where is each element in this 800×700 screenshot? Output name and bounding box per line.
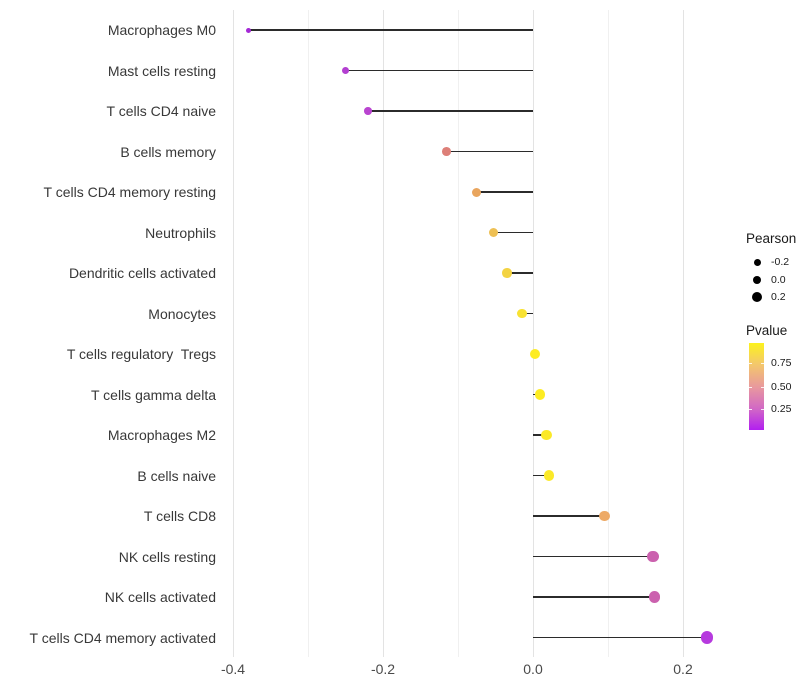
colorbar-tick-mark [761, 386, 764, 388]
size-legend-label: -0.2 [771, 256, 790, 268]
lollipop-dot [534, 389, 545, 400]
legend-title-pearson: Pearson [746, 231, 797, 246]
lollipop-stem [521, 312, 533, 315]
y-axis-label: NK cells resting [118, 548, 216, 565]
pvalue-colorbar [749, 343, 764, 430]
y-axis-label: Neutrophils [145, 224, 216, 241]
y-axis-label: NK cells activated [104, 589, 216, 605]
colorbar-tick-mark [749, 363, 752, 364]
lollipop-dot [541, 429, 552, 441]
y-axis-label: Dendritic cells activated [68, 265, 216, 281]
gridline-major [233, 10, 234, 657]
lollipop-dot [543, 470, 554, 481]
lollipop-stem [533, 555, 653, 558]
gridline-major [533, 10, 534, 657]
lollipop-stem [368, 110, 533, 112]
colorbar-tick-label: 0.25 [771, 403, 792, 416]
size-legend-dot [753, 258, 761, 266]
gridline-minor [608, 10, 609, 657]
colorbar-tick-mark [749, 386, 752, 388]
y-axis-label: Monocytes [148, 305, 216, 322]
lollipop-dot [471, 187, 481, 197]
lollipop-dot [341, 66, 350, 75]
y-axis-label: T cells regulatory Tregs [66, 346, 216, 362]
lollipop-stem [533, 596, 655, 598]
lollipop-dot [364, 107, 372, 115]
size-legend-label: 0.0 [771, 274, 786, 286]
lollipop-stem [533, 434, 547, 436]
lollipop-dot [516, 308, 527, 319]
lollipop-stem [248, 29, 533, 31]
colorbar-tick-label: 0.75 [771, 357, 792, 369]
lollipop-stem [476, 191, 533, 193]
legend-title-pvalue: Pvalue [746, 323, 788, 338]
y-axis-label: Macrophages M0 [107, 22, 216, 38]
x-axis-tick-label: -0.2 [370, 661, 396, 677]
size-legend-label: 0.2 [771, 291, 786, 303]
colorbar-tick-mark [761, 363, 764, 364]
y-axis-label: T cells CD4 naive [106, 103, 216, 119]
lollipop-stem [533, 515, 605, 517]
lollipop-dot [442, 147, 452, 156]
y-axis-label: Macrophages M2 [107, 427, 216, 443]
y-axis-label: T cells gamma delta [90, 386, 216, 403]
lollipop-stem [533, 636, 707, 639]
x-axis-tick-label: 0.2 [673, 661, 693, 677]
colorbar-tick-mark [749, 409, 752, 411]
y-axis-label: Mast cells resting [107, 62, 216, 79]
y-axis-label: B cells naive [137, 467, 216, 484]
lollipop-dot [488, 227, 498, 238]
lollipop-stem [345, 69, 533, 72]
lollipop-dot [648, 591, 661, 603]
gridline-major [683, 10, 684, 657]
size-legend-dot [751, 291, 763, 303]
x-axis-tick-label: 0.0 [523, 661, 543, 677]
y-axis-label: T cells CD4 memory resting [43, 184, 216, 200]
lollipop-dot [647, 550, 659, 563]
lollipop-stem [533, 474, 549, 477]
lollipop-stem [493, 231, 533, 234]
y-axis-label: T cells CD8 [143, 508, 216, 524]
y-axis-label: B cells memory [120, 143, 216, 160]
lollipop-dot [530, 349, 541, 359]
gridline-major [383, 10, 384, 657]
lollipop-dot [598, 510, 610, 522]
y-axis-label: T cells CD4 memory activated [29, 629, 216, 646]
size-legend-dot [752, 275, 762, 285]
gridline-minor [458, 10, 459, 657]
lollipop-dot [700, 631, 714, 644]
lollipop-stem [506, 272, 533, 274]
colorbar-tick-label: 0.50 [771, 380, 792, 393]
colorbar-tick-mark [761, 409, 764, 411]
gridline-minor [308, 10, 309, 657]
x-axis-tick-label: -0.4 [220, 661, 246, 677]
lollipop-dot [502, 268, 512, 278]
lollipop-stem [446, 150, 533, 153]
lollipop-dot [245, 27, 251, 33]
